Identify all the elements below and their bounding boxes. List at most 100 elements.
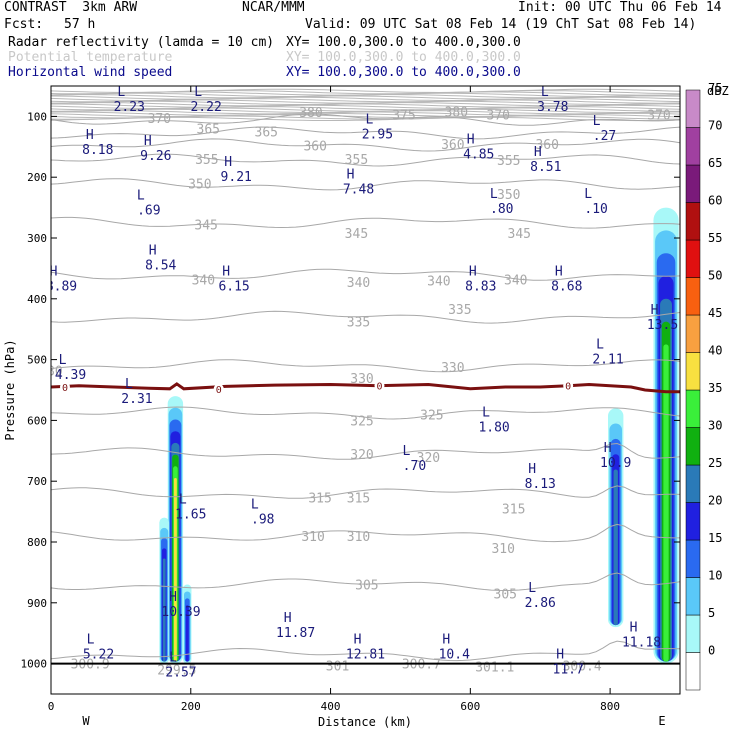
reflectivity-band bbox=[162, 558, 166, 662]
theta-contour bbox=[51, 126, 680, 140]
wind-extremum-value: 11.87 bbox=[276, 626, 315, 641]
wind-extremum-type: H bbox=[224, 155, 232, 170]
colorbar-level: 75 bbox=[708, 81, 722, 95]
theta-label: 345 bbox=[508, 227, 531, 242]
colorbar-level: 65 bbox=[708, 156, 722, 170]
wind-extremum-type: H bbox=[86, 128, 94, 143]
x-axis-label: Distance (km) bbox=[318, 715, 412, 729]
wind-extremum-type: L bbox=[528, 581, 536, 596]
theta-label: 365 bbox=[255, 126, 278, 141]
wind-extremum-type: H bbox=[354, 632, 362, 647]
wind-extremum-value: 10.39 bbox=[161, 605, 200, 620]
colorbar-swatch bbox=[685, 202, 701, 241]
wind-extremum-value: 6.15 bbox=[218, 280, 249, 295]
wind-extremum-type: L bbox=[59, 353, 67, 368]
forecast-hour: 57 h bbox=[64, 17, 96, 32]
wind-extremum-value: 7.48 bbox=[343, 182, 374, 197]
colorbar-level: 5 bbox=[708, 606, 715, 620]
theta-label: 310 bbox=[491, 542, 514, 557]
y-axis-label: Pressure (hPa) bbox=[3, 339, 17, 440]
colorbar-swatch bbox=[685, 389, 701, 428]
theta-label: 305 bbox=[494, 588, 517, 603]
wind-extremum-value: 11.7 bbox=[553, 663, 584, 678]
theta-label: 380 bbox=[445, 106, 468, 121]
theta-contour bbox=[51, 572, 680, 592]
theta-label: 360 bbox=[441, 138, 464, 153]
forecast-label: Fcst: bbox=[4, 17, 44, 32]
reflectivity-layer bbox=[159, 207, 679, 664]
valid-time: Valid: 09 UTC Sat 08 Feb 14 (19 ChT Sat … bbox=[305, 17, 697, 32]
wind-extremum-type: L bbox=[541, 85, 549, 100]
wind-extremum-type: H bbox=[528, 462, 536, 477]
theta-label: 380 bbox=[299, 106, 322, 121]
y-tick-label: 100 bbox=[27, 110, 47, 123]
wind-extremum-value: 8.18 bbox=[82, 143, 113, 158]
wind-extremum-value: 8.68 bbox=[551, 280, 582, 295]
theta-label: 300.7 bbox=[402, 658, 441, 673]
y-tick-label: 400 bbox=[27, 293, 47, 306]
x-tick-label: 600 bbox=[460, 700, 480, 713]
wind-extremum-type: L bbox=[403, 444, 411, 459]
colorbar: 0 5 10 15 20 25 30 35 40 45 50 55 60 65 70 75 bbox=[685, 81, 722, 691]
wind-extremum-type: H bbox=[556, 648, 564, 663]
theta-label: 335 bbox=[448, 303, 471, 318]
wind-extremum-value: .69 bbox=[137, 204, 160, 219]
wind-extremum-value: 2.31 bbox=[121, 392, 152, 407]
theta-contour bbox=[51, 359, 680, 373]
colorbar-level: 10 bbox=[708, 569, 722, 583]
theta-label: 360 bbox=[303, 140, 326, 155]
axes: 100 200 300 400 500 600 700 800 900 1000 0 200 400 60… bbox=[21, 86, 680, 713]
theta-label: 315 bbox=[502, 503, 525, 518]
colorbar-swatch bbox=[685, 164, 701, 203]
theta-label: 345 bbox=[345, 227, 368, 242]
wind-extremum-type: L bbox=[194, 85, 202, 100]
colorbar-level: 25 bbox=[708, 456, 722, 470]
theta-contour bbox=[51, 406, 680, 420]
theta-label: 330 bbox=[441, 361, 464, 376]
theta-label: 350 bbox=[497, 188, 520, 203]
theta-contour bbox=[51, 153, 680, 167]
wind-extremum-value: 8.83 bbox=[465, 280, 496, 295]
y-tick-label: 200 bbox=[27, 171, 47, 184]
colorbar-swatch bbox=[685, 352, 701, 391]
freezing-label: 0 bbox=[216, 385, 222, 396]
theta-contour bbox=[51, 216, 680, 229]
colorbar-level: 70 bbox=[708, 119, 722, 133]
y-tick-label: 600 bbox=[27, 414, 47, 427]
theta-contour bbox=[51, 138, 680, 152]
wind-extremum-type: L bbox=[596, 338, 604, 353]
wind-extremum-value: 3.78 bbox=[537, 100, 568, 115]
x-end-label-west: W bbox=[82, 714, 90, 728]
freezing-label: 0 bbox=[62, 383, 68, 394]
colorbar-level: 40 bbox=[708, 344, 722, 358]
x-tick-label: 800 bbox=[600, 700, 620, 713]
x-tick-label: 0 bbox=[48, 700, 55, 713]
wind-extremum-type: L bbox=[137, 189, 145, 204]
theta-label: 340 bbox=[504, 273, 527, 288]
plot-frame bbox=[50, 85, 681, 695]
theta-label: 360 bbox=[535, 138, 558, 153]
wind-extremum-type: H bbox=[284, 611, 292, 626]
wind-extremum-type: H bbox=[442, 632, 450, 647]
wind-extremum-type: H bbox=[469, 265, 477, 280]
wind-extremum-type: L bbox=[482, 406, 490, 421]
freezing-label-bg bbox=[563, 380, 574, 391]
colorbar-level: 35 bbox=[708, 381, 722, 395]
colorbar-level: 15 bbox=[708, 531, 722, 545]
field-wind: Horizontal wind speed bbox=[8, 65, 173, 80]
wind-extremum-type: L bbox=[179, 493, 187, 508]
wind-extremum-value: 13.5 bbox=[647, 318, 678, 333]
wind-extremum-type: L bbox=[584, 187, 592, 202]
y-tick-label: 700 bbox=[27, 475, 47, 488]
colorbar-swatch bbox=[685, 539, 701, 578]
wind-extremum-type: L bbox=[490, 187, 498, 202]
theta-contour bbox=[51, 640, 680, 662]
colorbar-level: 55 bbox=[708, 231, 722, 245]
wind-extremum-type: H bbox=[630, 620, 638, 635]
stratosphere-theta-band bbox=[51, 88, 680, 122]
theta-label: 340 bbox=[192, 273, 215, 288]
wind-extremum-type: L bbox=[593, 114, 601, 129]
wind-extremum-type: H bbox=[534, 145, 542, 160]
wind-extremum-value: 2.22 bbox=[190, 100, 221, 115]
colorbar-swatch bbox=[685, 277, 701, 316]
